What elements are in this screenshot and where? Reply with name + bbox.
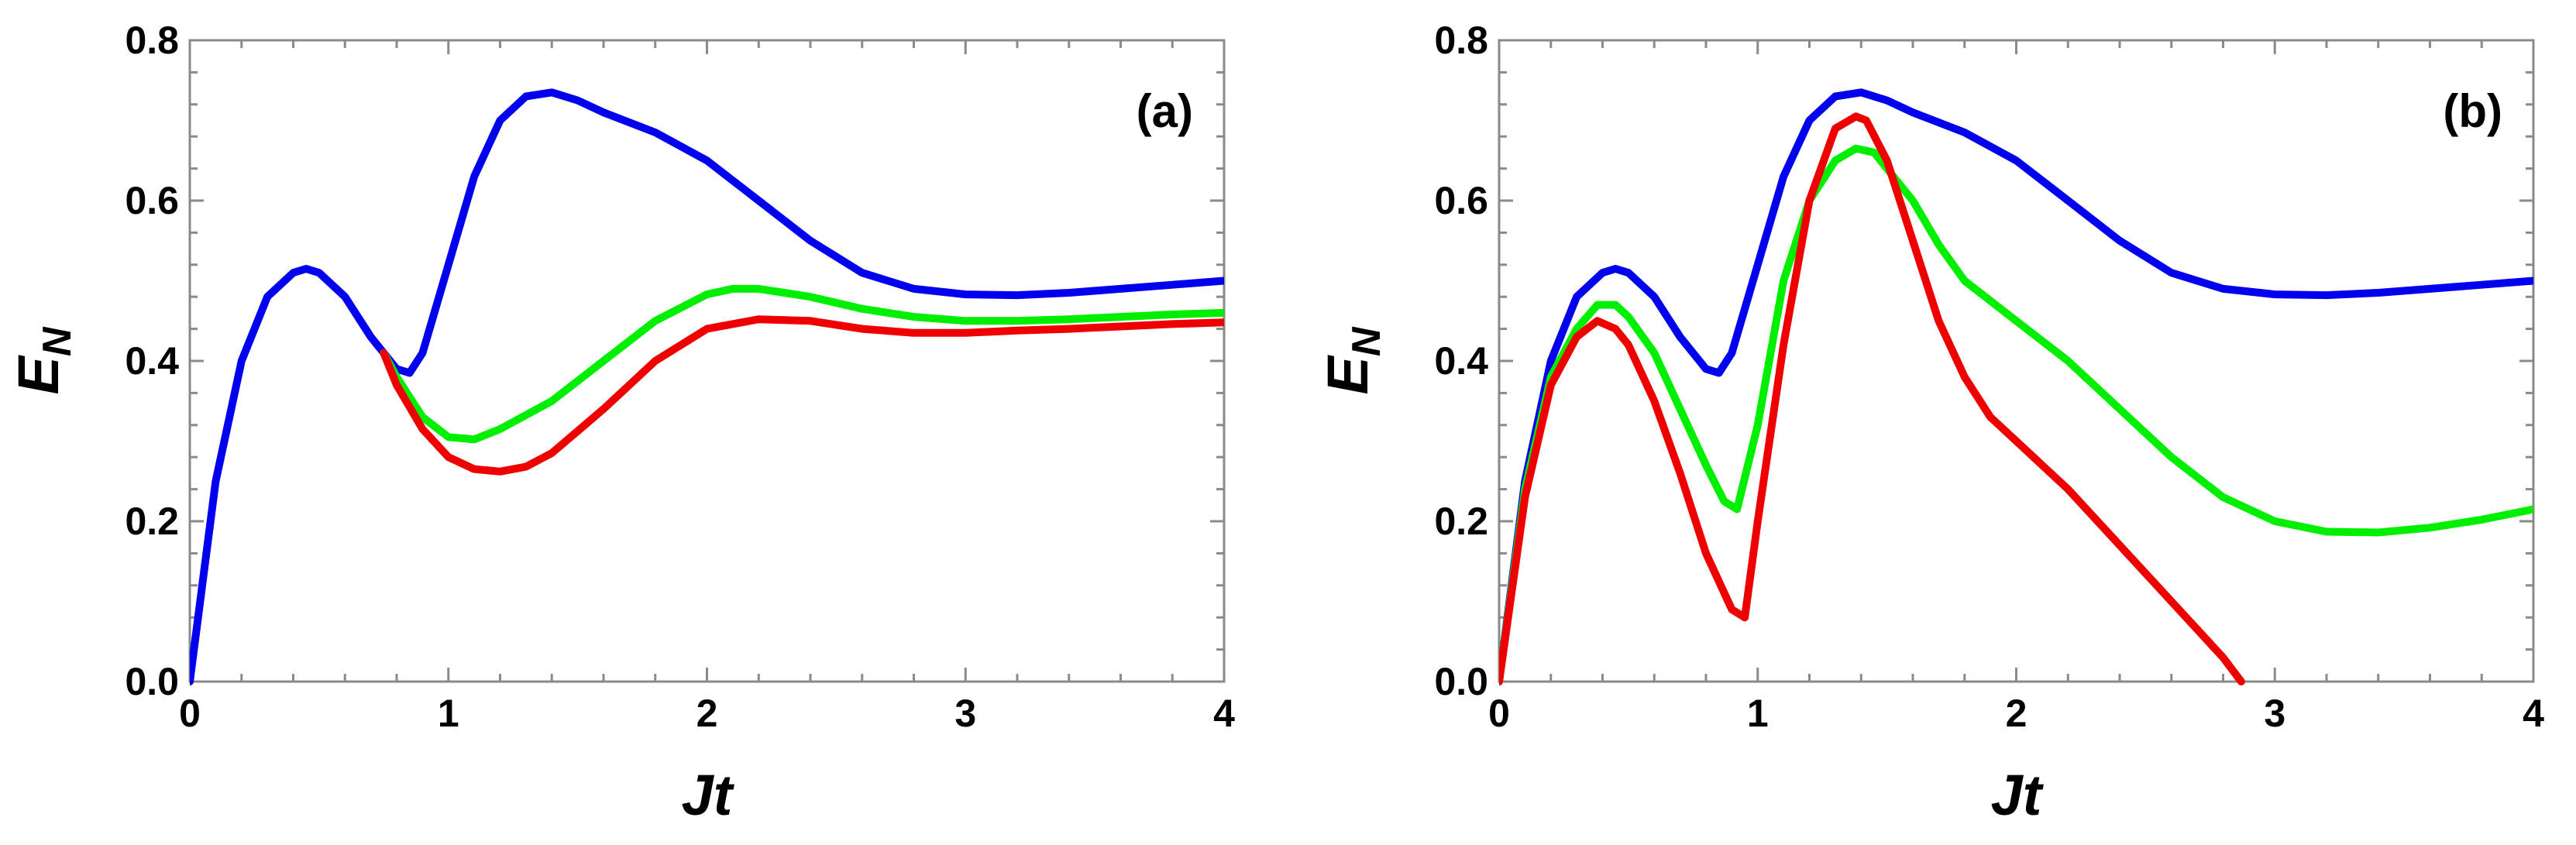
chart-panel-b: 0 1 2 3 4 0.0 0.2 0.4 0.6 0.8 Jt EN (b) (1316, 19, 2544, 827)
x-axis-label-b: Jt (1991, 763, 2045, 827)
x-tick-label-b: 0 (1488, 692, 1510, 735)
series-line-red-a (380, 315, 1224, 476)
y-tick-label-a: 0.6 (125, 179, 179, 222)
y-tick-label-a: 0.0 (125, 660, 179, 703)
x-tick-label-a: 0 (179, 692, 201, 735)
series-line-blue-b (1499, 88, 2533, 685)
x-tick-label-a: 2 (696, 692, 718, 735)
y-axis-label-a: EN (6, 326, 80, 394)
y-tick-label-b: 0.6 (1434, 179, 1488, 222)
y-axis-label-b: EN (1316, 326, 1389, 394)
y-tick-label-b: 0.0 (1434, 660, 1488, 703)
y-axis-label-subscript-b: N (1344, 326, 1389, 356)
plot-frame-a (188, 39, 1226, 683)
series-line-red-b (1499, 112, 2245, 685)
y-tick-label-a: 0.8 (125, 19, 179, 62)
x-tick-label-a: 4 (1213, 692, 1235, 735)
y-tick-label-b: 0.8 (1434, 19, 1488, 62)
y-tick-label-b: 0.4 (1434, 339, 1488, 383)
series-line-blue-a (190, 88, 1224, 685)
panel-label-b: (b) (2443, 85, 2502, 137)
y-axis-label-main-b: E (1316, 354, 1380, 394)
y-tick-label-b: 0.2 (1434, 500, 1488, 543)
series-line-green-b (1499, 144, 2533, 685)
chart-panel-a: 0 1 2 3 4 0.0 0.2 0.4 0.6 0.8 Jt EN (a) (6, 19, 1235, 827)
x-tick-label-b: 3 (2264, 692, 2285, 735)
y-tick-label-a: 0.4 (125, 339, 179, 383)
y-tick-label-a: 0.2 (125, 500, 179, 543)
x-tick-label-b: 1 (1747, 692, 1769, 735)
x-tick-label-a: 1 (438, 692, 459, 735)
x-tick-label-a: 3 (954, 692, 976, 735)
y-axis-label-subscript-a: N (35, 326, 80, 356)
series-line-green-a (380, 284, 1224, 444)
x-tick-label-b: 2 (2006, 692, 2027, 735)
x-tick-label-b: 4 (2523, 692, 2544, 735)
x-axis-label-a: Jt (682, 763, 735, 827)
panel-label-a: (a) (1137, 85, 1193, 137)
y-axis-label-main-a: E (6, 354, 71, 394)
